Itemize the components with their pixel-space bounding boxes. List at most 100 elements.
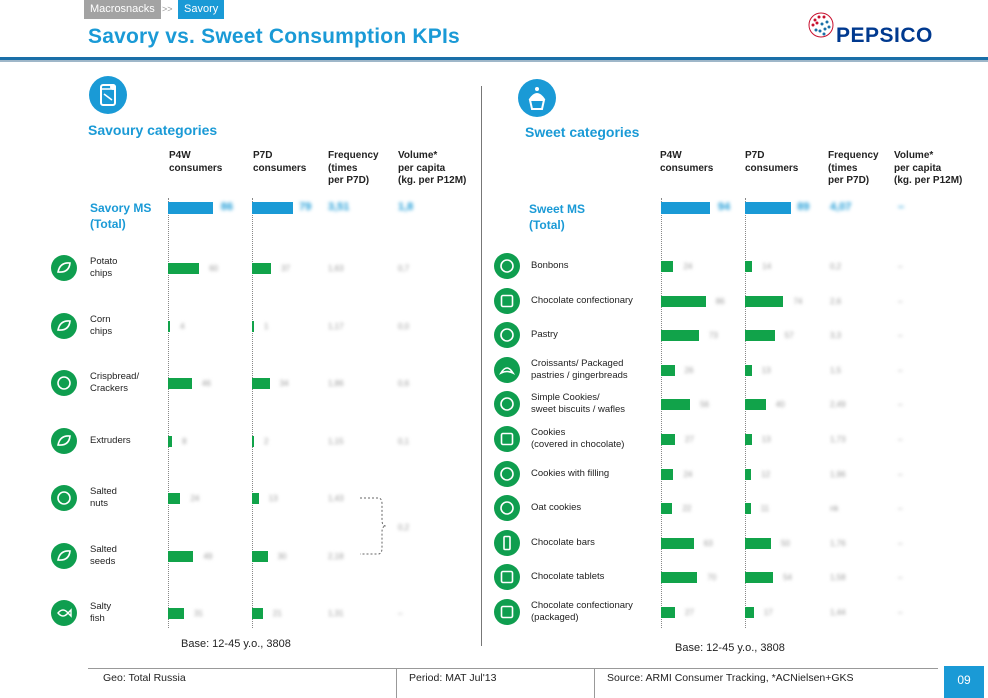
savory-row-p4w-value: 46 (201, 379, 211, 388)
savory-row-frequency: 2,18 (328, 551, 344, 561)
sweet-row-frequency: 2,49 (830, 400, 846, 410)
sweet-row-frequency: nk (830, 504, 839, 514)
sweet-row-volume: – (898, 538, 903, 548)
savory-row-p7d-bar (252, 493, 259, 504)
savory-row-p4w-bar (168, 320, 171, 332)
savory-row-p7d-bar (252, 263, 272, 274)
sweet-row-p4w-bar (661, 399, 691, 411)
footer-period: Period: MAT Jul'13 (409, 672, 497, 684)
sweet-row-frequency: 3,3 (830, 331, 842, 341)
savory-row-p7d-bar (252, 378, 270, 389)
sweet-row-label: Simple Cookies/sweet biscuits / wafles (531, 392, 625, 416)
potato-chips-icon (51, 255, 77, 281)
savory-row-label: Crispbread/Crackers (90, 371, 140, 394)
savory-header-p4w: P4W consumers (169, 150, 223, 174)
sweet-p7d-axis (745, 198, 746, 628)
bonbons-icon (494, 253, 520, 279)
sweet-row-p7d-value: 13 (761, 435, 771, 444)
section-divider (481, 86, 482, 646)
sweet-header-p7d: P7D consumers (745, 150, 799, 174)
chocolate-tablets-icon (494, 564, 520, 591)
sweet-row-p4w-bar (661, 364, 675, 376)
breadcrumb-current[interactable]: Savory (178, 0, 225, 19)
savory-p4w-axis (168, 198, 169, 628)
sweet-row-volume: – (898, 504, 903, 514)
sweet-row-p7d-bar (745, 503, 751, 515)
sweet-row-p4w-value: 73 (708, 331, 718, 341)
savory-row-frequency: 1,86 (328, 379, 344, 388)
savory-p7d-axis (252, 198, 253, 628)
savory-ms-label: Savory MS (Total) (90, 201, 152, 231)
savory-row-volume: 0,1 (398, 436, 410, 446)
sweet-row-p4w-value: 24 (683, 262, 693, 271)
savory-row-frequency: 1,31 (328, 609, 344, 618)
savory-row-p4w-bar (168, 378, 192, 389)
savory-row-p7d-value: 2 (264, 436, 269, 446)
sweet-ms-p7d-value: 89 (797, 201, 810, 213)
corn-chips-icon (51, 312, 77, 339)
savory-row-frequency: 1,63 (328, 264, 344, 273)
sweet-row-label: Chocolate confectionary (packaged) (531, 600, 633, 623)
footer-separator-1 (396, 668, 397, 698)
sweet-row-volume: – (898, 365, 903, 375)
sweet-p4w-axis (661, 198, 662, 628)
sweet-row-p4w-value: 26 (684, 365, 694, 375)
savory-row-p4w-bar (168, 263, 200, 274)
sweet-row-p7d-bar (745, 295, 784, 307)
footer-source: Source: ARMI Consumer Tracking, *ACNiels… (607, 672, 854, 684)
savory-base-note: Base: 12-45 y.o., 3808 (181, 638, 291, 650)
sweet-row-p7d-value: 14 (762, 262, 772, 271)
chips-bag-icon (89, 76, 127, 114)
sweet-row-p7d-bar (745, 261, 753, 272)
savory-row-p4w-value: 4 (180, 321, 185, 331)
sweet-row-p7d-value: 50 (781, 538, 790, 548)
salted-seeds-icon (51, 542, 77, 569)
sweet-row-p7d-value: 74 (793, 296, 803, 306)
savory-row-volume: – (398, 609, 403, 618)
sweet-row-volume: – (898, 262, 903, 271)
sweet-row-p4w-value: 24 (683, 469, 693, 479)
sweet-row-frequency: 1,58 (830, 573, 846, 583)
savory-row-p7d-value: 30 (277, 551, 287, 561)
header-rule (0, 57, 988, 60)
breadcrumb-parent[interactable]: Macrosnacks (84, 0, 161, 19)
sweet-header-frequency: Frequency (times per P7D) (828, 150, 879, 186)
sweet-row-p7d-value: 40 (775, 400, 785, 410)
sweet-row-label: Pastry (531, 329, 558, 341)
savory-ms-frequency: 3,51 (328, 201, 350, 213)
sweet-row-label: Chocolate confectionary (531, 294, 633, 306)
savory-row-frequency: 1,17 (328, 321, 344, 331)
sweet-row-frequency: 1,96 (830, 469, 846, 479)
savory-ms-p4w-bar (168, 202, 213, 214)
page-title: Savory vs. Sweet Consumption KPIs (88, 25, 460, 48)
oat-cookies-icon (494, 495, 520, 522)
sweet-row-frequency: 0,2 (830, 262, 842, 271)
sweet-row-p7d-value: 17 (763, 608, 773, 617)
sweet-row-p4w-bar (661, 295, 706, 307)
savory-header-volume: Volume* per capita (kg. per P12M) (398, 150, 467, 186)
sweet-row-p4w-bar (661, 434, 676, 445)
savory-row-label: Potato chips (90, 256, 118, 279)
savory-row-p4w-bar (168, 493, 181, 504)
savory-row-label: Extruders (90, 434, 131, 446)
sweet-section-title: Sweet categories (525, 124, 640, 140)
sweet-row-p4w-bar (661, 572, 698, 584)
extruders-icon (51, 427, 77, 454)
pepsico-logo-text: PEPSICO (836, 24, 933, 47)
footer-rule (88, 668, 938, 669)
sweet-row-p4w-bar (661, 261, 674, 272)
nuts-seeds-brace (360, 497, 387, 555)
savory-row-frequency: 1,15 (328, 436, 344, 446)
sweet-ms-frequency: 4,07 (830, 201, 852, 213)
nuts-seeds-volume-value: 0,2 (398, 523, 410, 532)
sweet-row-p7d-bar (745, 364, 752, 376)
savory-row-p4w-value: 60 (209, 264, 219, 273)
sweet-ms-p7d-bar (745, 202, 792, 214)
sweet-row-frequency: 1,44 (830, 608, 846, 617)
sweet-row-p4w-bar (661, 503, 673, 515)
savory-row-frequency: 1,43 (328, 494, 344, 503)
footer-separator-2 (594, 668, 595, 698)
sweet-row-frequency: 2,6 (830, 296, 842, 306)
savory-row-p4w-bar (168, 435, 173, 447)
sweet-row-p4w-value: 27 (685, 435, 694, 444)
